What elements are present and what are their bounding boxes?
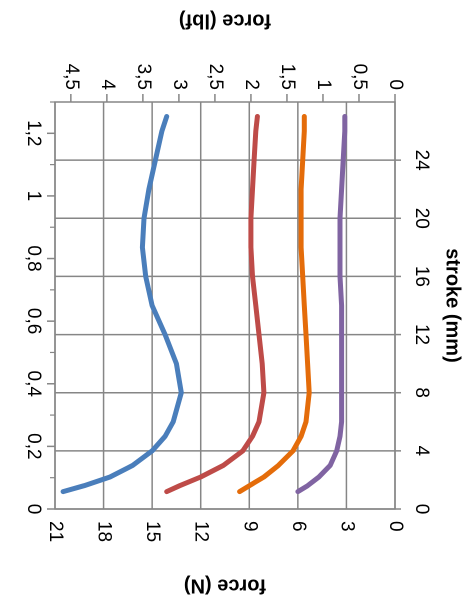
force-lbf-tick-label: 1,5	[277, 64, 298, 90]
force-lbf-tick-label: 4	[97, 79, 118, 90]
secondary-stroke-tick-label: 0	[23, 504, 44, 515]
force-lbf-tick-label: 2	[241, 79, 262, 90]
series-line-1	[60, 114, 184, 495]
axes	[47, 94, 401, 510]
force-lbf-tick-label: 1	[313, 79, 334, 90]
force-lbf-tick-label: 2,5	[205, 64, 226, 90]
force-lbf-tick-label: 0,5	[349, 64, 370, 90]
force-lbf-tick-label: 0	[385, 79, 406, 90]
force-n-tick-label: 0	[385, 521, 406, 532]
stroke-tick-label: 16	[411, 266, 432, 287]
force-n-tick-label: 21	[45, 521, 66, 542]
secondary-stroke-tick-label: 0,6	[23, 308, 44, 334]
stroke-tick-label: 24	[411, 150, 432, 172]
stroke-tick-label: 0	[411, 504, 432, 515]
series-line-4	[295, 114, 348, 495]
force-lbf-axis-title: force (lbf)	[179, 10, 271, 32]
force-n-tick-label: 9	[239, 521, 260, 532]
force-lbf-tick-label: 3,5	[133, 64, 154, 90]
force-lbf-tick-label: 4,5	[61, 64, 82, 90]
tick-labels: 0369121518210481216202400,20,40,60,811,2…	[23, 64, 432, 543]
force-n-tick-label: 3	[336, 521, 357, 532]
force-n-tick-label: 15	[142, 521, 163, 542]
series-line-3	[237, 114, 312, 495]
force-n-tick-label: 6	[288, 521, 309, 532]
stroke-axis-title: stroke (mm)	[442, 248, 464, 362]
secondary-stroke-tick-label: 1,2	[23, 120, 44, 146]
force-n-axis-title: force (N)	[184, 575, 266, 597]
data-series	[60, 114, 348, 495]
stroke-tick-label: 20	[411, 208, 432, 229]
stroke-tick-label: 12	[411, 324, 432, 345]
stroke-tick-label: 8	[411, 387, 432, 398]
secondary-stroke-tick-label: 0,4	[23, 371, 44, 398]
secondary-stroke-tick-label: 0,8	[23, 245, 44, 271]
force-lbf-tick-label: 3	[169, 79, 190, 90]
secondary-stroke-tick-label: 0,2	[23, 433, 44, 459]
force-n-tick-label: 18	[94, 521, 115, 542]
grid-lines	[54, 101, 396, 510]
series-line-2	[164, 114, 267, 495]
force-n-tick-label: 12	[191, 521, 212, 542]
secondary-stroke-tick-label: 1	[23, 191, 44, 202]
stroke-tick-label: 4	[411, 446, 432, 457]
